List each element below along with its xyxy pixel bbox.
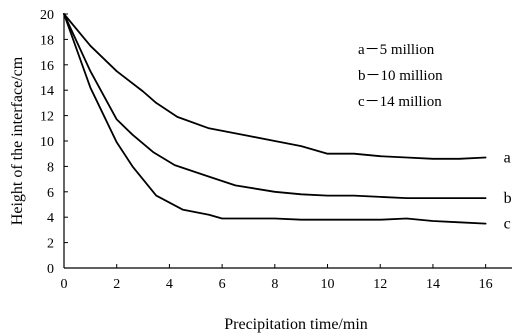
x-tick-label: 8 [271, 277, 278, 292]
x-tick-label: 14 [426, 277, 440, 292]
series-end-label-a: a [504, 150, 511, 167]
x-axis-label: Precipitation time/min [224, 316, 368, 333]
series-line-c [63, 13, 487, 225]
series-end-label-c: c [504, 216, 511, 233]
x-tick-label: 6 [219, 277, 226, 292]
legend-entry-c: c－14 million [358, 94, 442, 110]
y-tick-label: 2 [47, 237, 54, 252]
y-tick-label: 8 [47, 160, 54, 175]
x-tick-label: 16 [479, 277, 493, 292]
series-end-labels: a bc [504, 150, 512, 233]
axes [63, 14, 512, 269]
x-tick-label: 2 [113, 277, 120, 292]
y-tick-label: 16 [40, 59, 54, 74]
y-tick-label: 12 [40, 110, 54, 125]
y-tick-label: 4 [47, 211, 54, 226]
series-lines [63, 13, 487, 225]
legend-entry-a: a－5 million [358, 42, 435, 58]
y-ticks: 0 2 4 6 8 10 12 14 16 18 20 [40, 8, 68, 277]
legend: a－5 million b－10 million c－14 million [358, 42, 443, 110]
x-tick-label: 4 [166, 277, 173, 292]
y-tick-label: 14 [40, 84, 54, 99]
x-tick-label: 0 [61, 277, 68, 292]
x-tick-label: 12 [373, 277, 387, 292]
y-tick-label: 10 [40, 135, 54, 150]
y-tick-label: 20 [40, 8, 54, 23]
series-line-b [63, 13, 487, 200]
x-tick-label: 10 [321, 277, 335, 292]
y-tick-label: 18 [40, 33, 54, 48]
y-tick-label: 0 [47, 262, 54, 277]
y-axis-label: Height of the interface/cm [9, 56, 26, 225]
legend-entry-b: b－10 million [358, 68, 443, 84]
series-line-a [63, 13, 487, 160]
x-ticks: 0 2 4 6 8 10 12 14 16 [61, 264, 493, 292]
y-tick-label: 6 [47, 186, 54, 201]
series-end-label-b: b [504, 190, 512, 207]
